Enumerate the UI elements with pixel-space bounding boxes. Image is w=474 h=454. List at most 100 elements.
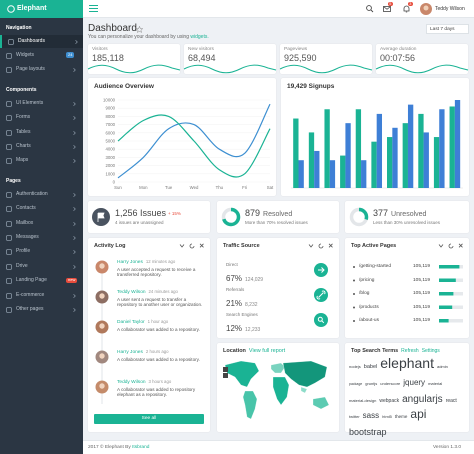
icon-shape — [6, 249, 12, 256]
widget-card: 1,256 Issues + 15% 4 issues are unassigned — [88, 201, 210, 233]
nav-item[interactable]: E-commerce — [0, 289, 83, 302]
map-region — [282, 360, 328, 388]
nav-item[interactable]: Messages — [0, 231, 83, 244]
search-term[interactable]: webpack — [379, 397, 400, 404]
activity-name[interactable]: Harry Jones — [117, 260, 143, 265]
search-term[interactable]: babel — [363, 364, 378, 370]
activity-name[interactable]: Daniel Taylor — [117, 320, 145, 325]
report-link[interactable]: View full report — [248, 348, 286, 354]
card-action[interactable]: Refresh — [401, 348, 419, 354]
traffic-card: Traffic Source Direct 67% 124,029 Referrals 2… — [217, 238, 339, 338]
activity-time: 3 hours ago — [148, 379, 172, 384]
nav-label: Tables — [16, 128, 31, 135]
activity-name[interactable]: Teddy Wilson — [117, 380, 146, 385]
search-term[interactable]: twitter — [349, 414, 360, 420]
nav-icon — [8, 38, 14, 45]
footer-brand[interactable]: Itsbrand — [132, 445, 150, 450]
section-title: Pages — [6, 178, 21, 185]
footer-right: Version 1.3.0 — [433, 445, 462, 450]
search-term[interactable]: material — [428, 380, 443, 386]
nav-icon — [6, 52, 12, 59]
map-region — [272, 376, 290, 406]
nav-item[interactable]: Contacts — [0, 203, 83, 216]
search-term[interactable]: jquery — [403, 377, 426, 387]
bar — [298, 160, 304, 188]
nav-item[interactable]: Widgets 24 — [0, 49, 83, 62]
nav-item[interactable]: Landing Page new — [0, 275, 83, 288]
search-term[interactable]: api — [410, 407, 427, 422]
nav-icon — [6, 306, 12, 313]
nav-item[interactable]: Forms — [0, 112, 83, 125]
x-tick-label: Fri — [242, 185, 247, 190]
user-name[interactable]: Teddy Wilson — [435, 5, 465, 12]
nav-item[interactable]: Tables — [0, 126, 83, 139]
y-tick-label: 4000 — [105, 147, 115, 152]
bar — [376, 113, 383, 188]
nav-item[interactable]: Drive — [0, 260, 83, 273]
traffic-percent: 67% — [226, 274, 243, 283]
search-term[interactable]: underscore — [380, 380, 401, 386]
search-term[interactable]: bootstrap — [349, 427, 387, 438]
nav-item[interactable]: Other pages — [0, 303, 83, 316]
search-term[interactable]: sass — [362, 411, 380, 421]
page-path[interactable]: /blog — [359, 291, 370, 296]
page-path[interactable]: /getting-started — [359, 264, 391, 269]
activity-head: Harry Jones 2 hours ago — [117, 349, 169, 356]
activity-text: A user sent a request to transfer a repo… — [117, 296, 203, 307]
nav-chevron — [73, 159, 76, 164]
bar — [418, 113, 424, 188]
nav-item[interactable]: UI Elements — [0, 97, 83, 110]
stat-label: Pageviews — [284, 46, 308, 52]
activity-time: 12 minutes ago — [145, 259, 176, 264]
nav-item[interactable]: Charts — [0, 140, 83, 153]
activity-time: 24 minutes ago — [148, 289, 178, 294]
see-all-button[interactable]: See all — [94, 414, 204, 424]
subtitle-link[interactable]: widgets. — [190, 34, 209, 40]
card-action[interactable]: Settings — [421, 348, 440, 354]
stat-value: 00:07:56 — [380, 52, 416, 63]
nav-item[interactable]: Profile — [0, 246, 83, 259]
issues-icon — [92, 208, 110, 226]
nav-chevron — [73, 264, 76, 269]
icon-shape — [6, 100, 12, 107]
bar — [308, 132, 315, 188]
nav-item[interactable]: Mailbox — [0, 217, 83, 230]
card-title: Top Search Terms — [351, 348, 399, 354]
nav-icon — [6, 278, 12, 284]
page-path[interactable]: /about-us — [359, 318, 380, 323]
collapse-icon — [438, 244, 444, 248]
widget-note: More than 70% resolved issues — [245, 220, 308, 225]
wave — [183, 64, 277, 74]
avatar-face — [99, 383, 105, 389]
activity-name[interactable]: Teddy Wilson — [117, 290, 146, 295]
nav-icon — [6, 220, 12, 227]
search-term[interactable]: elephant — [380, 355, 434, 371]
nav-item[interactable]: Authentication — [0, 188, 83, 201]
bar — [329, 160, 336, 188]
search-term[interactable]: html5 — [382, 414, 392, 420]
card-title: Traffic Source — [223, 243, 260, 249]
handle — [370, 9, 374, 13]
search-term[interactable]: admin — [436, 364, 448, 369]
nav-item[interactable]: Page layouts — [0, 64, 83, 77]
search-term[interactable]: react — [445, 397, 457, 404]
search-term[interactable]: package — [349, 381, 363, 386]
nav-item[interactable]: Maps — [0, 155, 83, 168]
chevron — [73, 235, 76, 240]
page-path[interactable]: /pricing — [359, 277, 375, 283]
traffic-label: Search Engines — [226, 312, 258, 317]
search-term[interactable]: angularjs — [402, 393, 443, 405]
nav-item[interactable]: Dashboards — [0, 35, 83, 48]
search-term[interactable]: material-design — [349, 397, 377, 403]
card-title: Top Active Pages — [351, 243, 397, 249]
search-term[interactable]: theme — [394, 414, 408, 420]
activity-name[interactable]: Harry Jones — [117, 350, 143, 355]
lens — [366, 5, 372, 11]
page-subtitle: You can personalize your dashboard by us… — [88, 34, 209, 41]
search-term[interactable]: nodejs — [349, 364, 361, 369]
range-select[interactable]: Last 7 days — [426, 24, 469, 34]
page-path[interactable]: /products — [359, 304, 379, 310]
search-term[interactable]: gruntjs — [365, 380, 378, 386]
series-line — [117, 114, 271, 178]
page-visits: 105,119 — [413, 264, 430, 269]
